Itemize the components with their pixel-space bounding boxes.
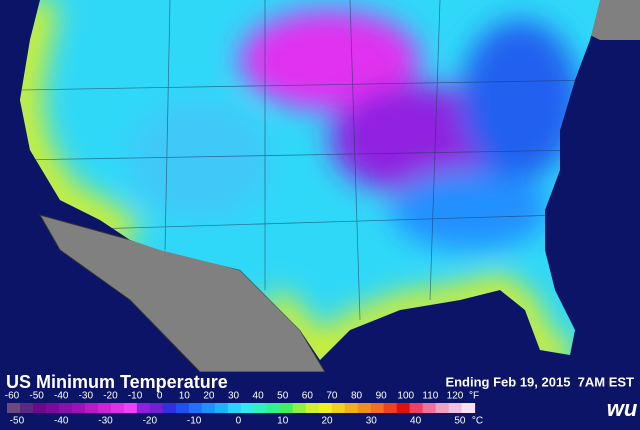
celsius-tick: 10 [277,416,289,427]
color-swatch [71,403,86,413]
fahrenheit-tick: 100 [397,391,414,402]
celsius-tick: 30 [366,416,378,427]
color-swatch [110,403,125,413]
color-swatch [422,403,437,413]
period: Ending Feb 19, 2015 7AM EST [445,374,634,389]
color-swatch [266,403,281,413]
celsius-tick: -40 [54,416,69,427]
color-swatch [32,403,47,413]
fahrenheit-tick: 10 [179,391,191,402]
celsius-unit: °C [472,416,483,427]
fahrenheit-tick: 70 [326,391,338,402]
fahrenheit-tick: 0 [157,391,163,402]
celsius-tick: 0 [236,416,242,427]
color-swatch [396,403,411,413]
celsius-tick: -30 [98,416,113,427]
color-swatch [97,403,112,413]
fahrenheit-tick: 90 [376,391,388,402]
color-swatch [305,403,320,413]
color-swatch [461,403,476,413]
color-swatch [136,403,151,413]
fahrenheit-unit: °F [469,391,479,402]
fahrenheit-tick: -30 [79,391,94,402]
fahrenheit-tick: 50 [277,391,289,402]
fahrenheit-tick: 120 [447,391,464,402]
celsius-tick: 50 [454,416,466,427]
fahrenheit-tick: -20 [103,391,118,402]
fahrenheit-tick: 60 [302,391,314,402]
color-swatch [162,403,177,413]
color-swatch [370,403,385,413]
color-swatch [383,403,398,413]
color-swatch [409,403,424,413]
fahrenheit-tick: -50 [29,391,44,402]
celsius-tick: 20 [321,416,333,427]
color-swatch [19,403,34,413]
color-swatch [279,403,294,413]
color-swatch [240,403,255,413]
color-swatch [292,403,307,413]
color-swatch [175,403,190,413]
color-swatch [84,403,99,413]
color-swatch [214,403,229,413]
color-swatch [188,403,203,413]
legend-panel [0,372,640,430]
color-swatch [357,403,372,413]
fahrenheit-tick: 20 [203,391,215,402]
temperature-field [20,0,600,360]
fahrenheit-tick: 110 [422,391,438,402]
celsius-tick: -20 [143,416,158,427]
title: US Minimum Temperature [6,372,228,392]
color-swatch [201,403,216,413]
fahrenheit-tick: 40 [253,391,265,402]
color-swatch [344,403,359,413]
celsius-tick: 40 [410,416,422,427]
fahrenheit-tick: 30 [228,391,240,402]
color-swatch [58,403,73,413]
color-swatch [318,403,333,413]
color-swatch [448,403,463,413]
celsius-tick: -10 [187,416,202,427]
color-swatch [227,403,242,413]
color-swatch [45,403,60,413]
color-swatch [7,403,21,413]
color-swatch [435,403,450,413]
color-swatch [331,403,346,413]
color-swatch [253,403,268,413]
color-swatch [123,403,138,413]
color-swatch [149,403,164,413]
fahrenheit-tick: -10 [128,391,143,402]
fahrenheit-tick: -60 [5,391,20,402]
fahrenheit-tick: 80 [351,391,363,402]
logo: wu [607,396,638,421]
fahrenheit-tick: -40 [54,391,69,402]
celsius-tick: -50 [10,416,25,427]
